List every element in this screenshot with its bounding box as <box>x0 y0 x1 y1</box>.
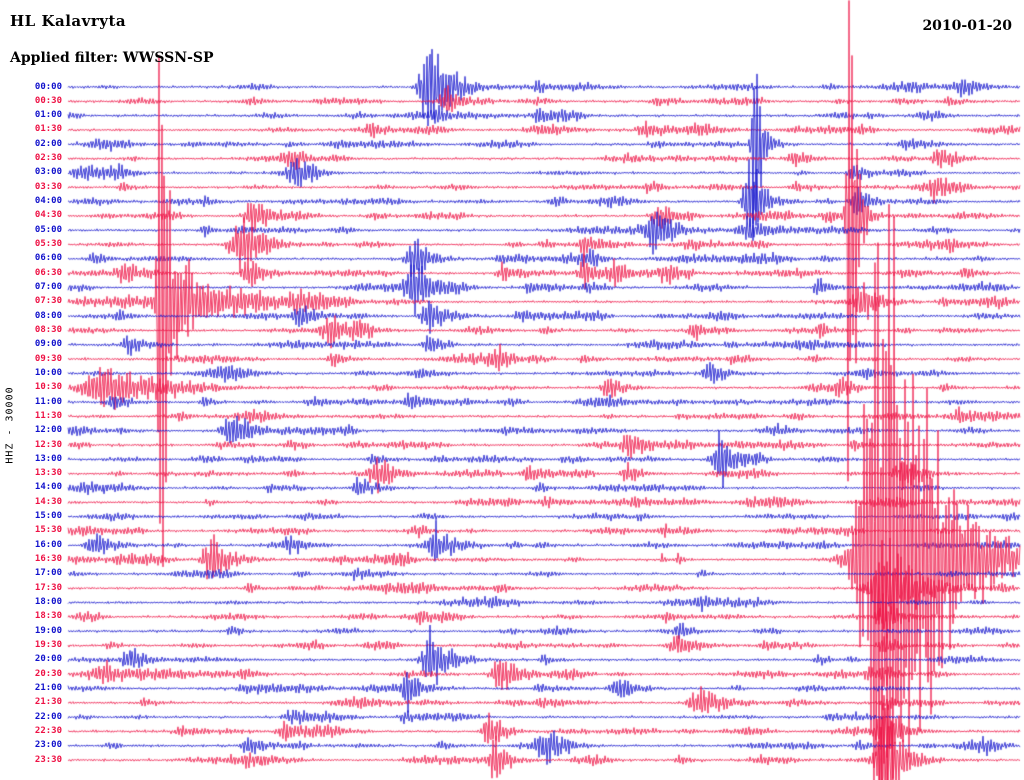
time-label: 06:30 <box>34 267 62 278</box>
time-label: 04:00 <box>34 196 62 207</box>
time-label: 19:00 <box>34 625 62 636</box>
time-label: 12:30 <box>34 439 62 450</box>
time-label: 03:00 <box>34 167 62 178</box>
time-label: 00:00 <box>34 81 62 92</box>
time-label: 11:30 <box>34 410 62 421</box>
time-label: 01:00 <box>34 110 62 121</box>
station-name: HL Kalavryta <box>10 12 127 30</box>
time-label: 13:30 <box>34 468 62 479</box>
time-label: 21:30 <box>34 697 62 708</box>
time-label: 16:00 <box>34 539 62 550</box>
time-label: 17:00 <box>34 568 62 579</box>
time-label: 14:00 <box>34 482 62 493</box>
time-label: 20:00 <box>34 654 62 665</box>
time-label: 21:00 <box>34 682 62 693</box>
time-label: 16:30 <box>34 554 62 565</box>
time-label: 06:00 <box>34 253 62 264</box>
time-label: 17:30 <box>34 582 62 593</box>
time-label: 14:30 <box>34 496 62 507</box>
time-label: 09:30 <box>34 353 62 364</box>
time-label: 15:30 <box>34 525 62 536</box>
time-label: 10:00 <box>34 367 62 378</box>
time-label: 08:30 <box>34 324 62 335</box>
filter-label: Applied filter: WWSSN-SP <box>10 50 214 66</box>
time-label: 22:30 <box>34 725 62 736</box>
time-label: 07:00 <box>34 281 62 292</box>
time-label: 08:00 <box>34 310 62 321</box>
time-label: 03:30 <box>34 181 62 192</box>
time-label: 23:30 <box>34 754 62 765</box>
time-label: 18:00 <box>34 597 62 608</box>
date-label: 2010-01-20 <box>922 18 1012 34</box>
time-label: 15:00 <box>34 511 62 522</box>
time-label: 02:00 <box>34 138 62 149</box>
time-label: 19:30 <box>34 639 62 650</box>
time-label: 12:00 <box>34 425 62 436</box>
time-label: 11:00 <box>34 396 62 407</box>
time-label: 09:00 <box>34 339 62 350</box>
time-label: 05:30 <box>34 239 62 250</box>
time-label: 18:30 <box>34 611 62 622</box>
time-label: 02:30 <box>34 153 62 164</box>
channel-axis-label: HHZ - 30000 <box>4 386 16 464</box>
time-label: 00:30 <box>34 95 62 106</box>
time-label: 22:00 <box>34 711 62 722</box>
time-label: 23:00 <box>34 740 62 751</box>
time-label: 07:30 <box>34 296 62 307</box>
time-label: 10:30 <box>34 382 62 393</box>
time-label: 20:30 <box>34 668 62 679</box>
time-label: 04:30 <box>34 210 62 221</box>
time-axis: 00:00 00:30 01:00 01:30 02:00 02:30 03:00 03:30… <box>0 0 66 780</box>
time-label: 05:00 <box>34 224 62 235</box>
time-label: 01:30 <box>34 124 62 135</box>
time-label: 13:00 <box>34 453 62 464</box>
